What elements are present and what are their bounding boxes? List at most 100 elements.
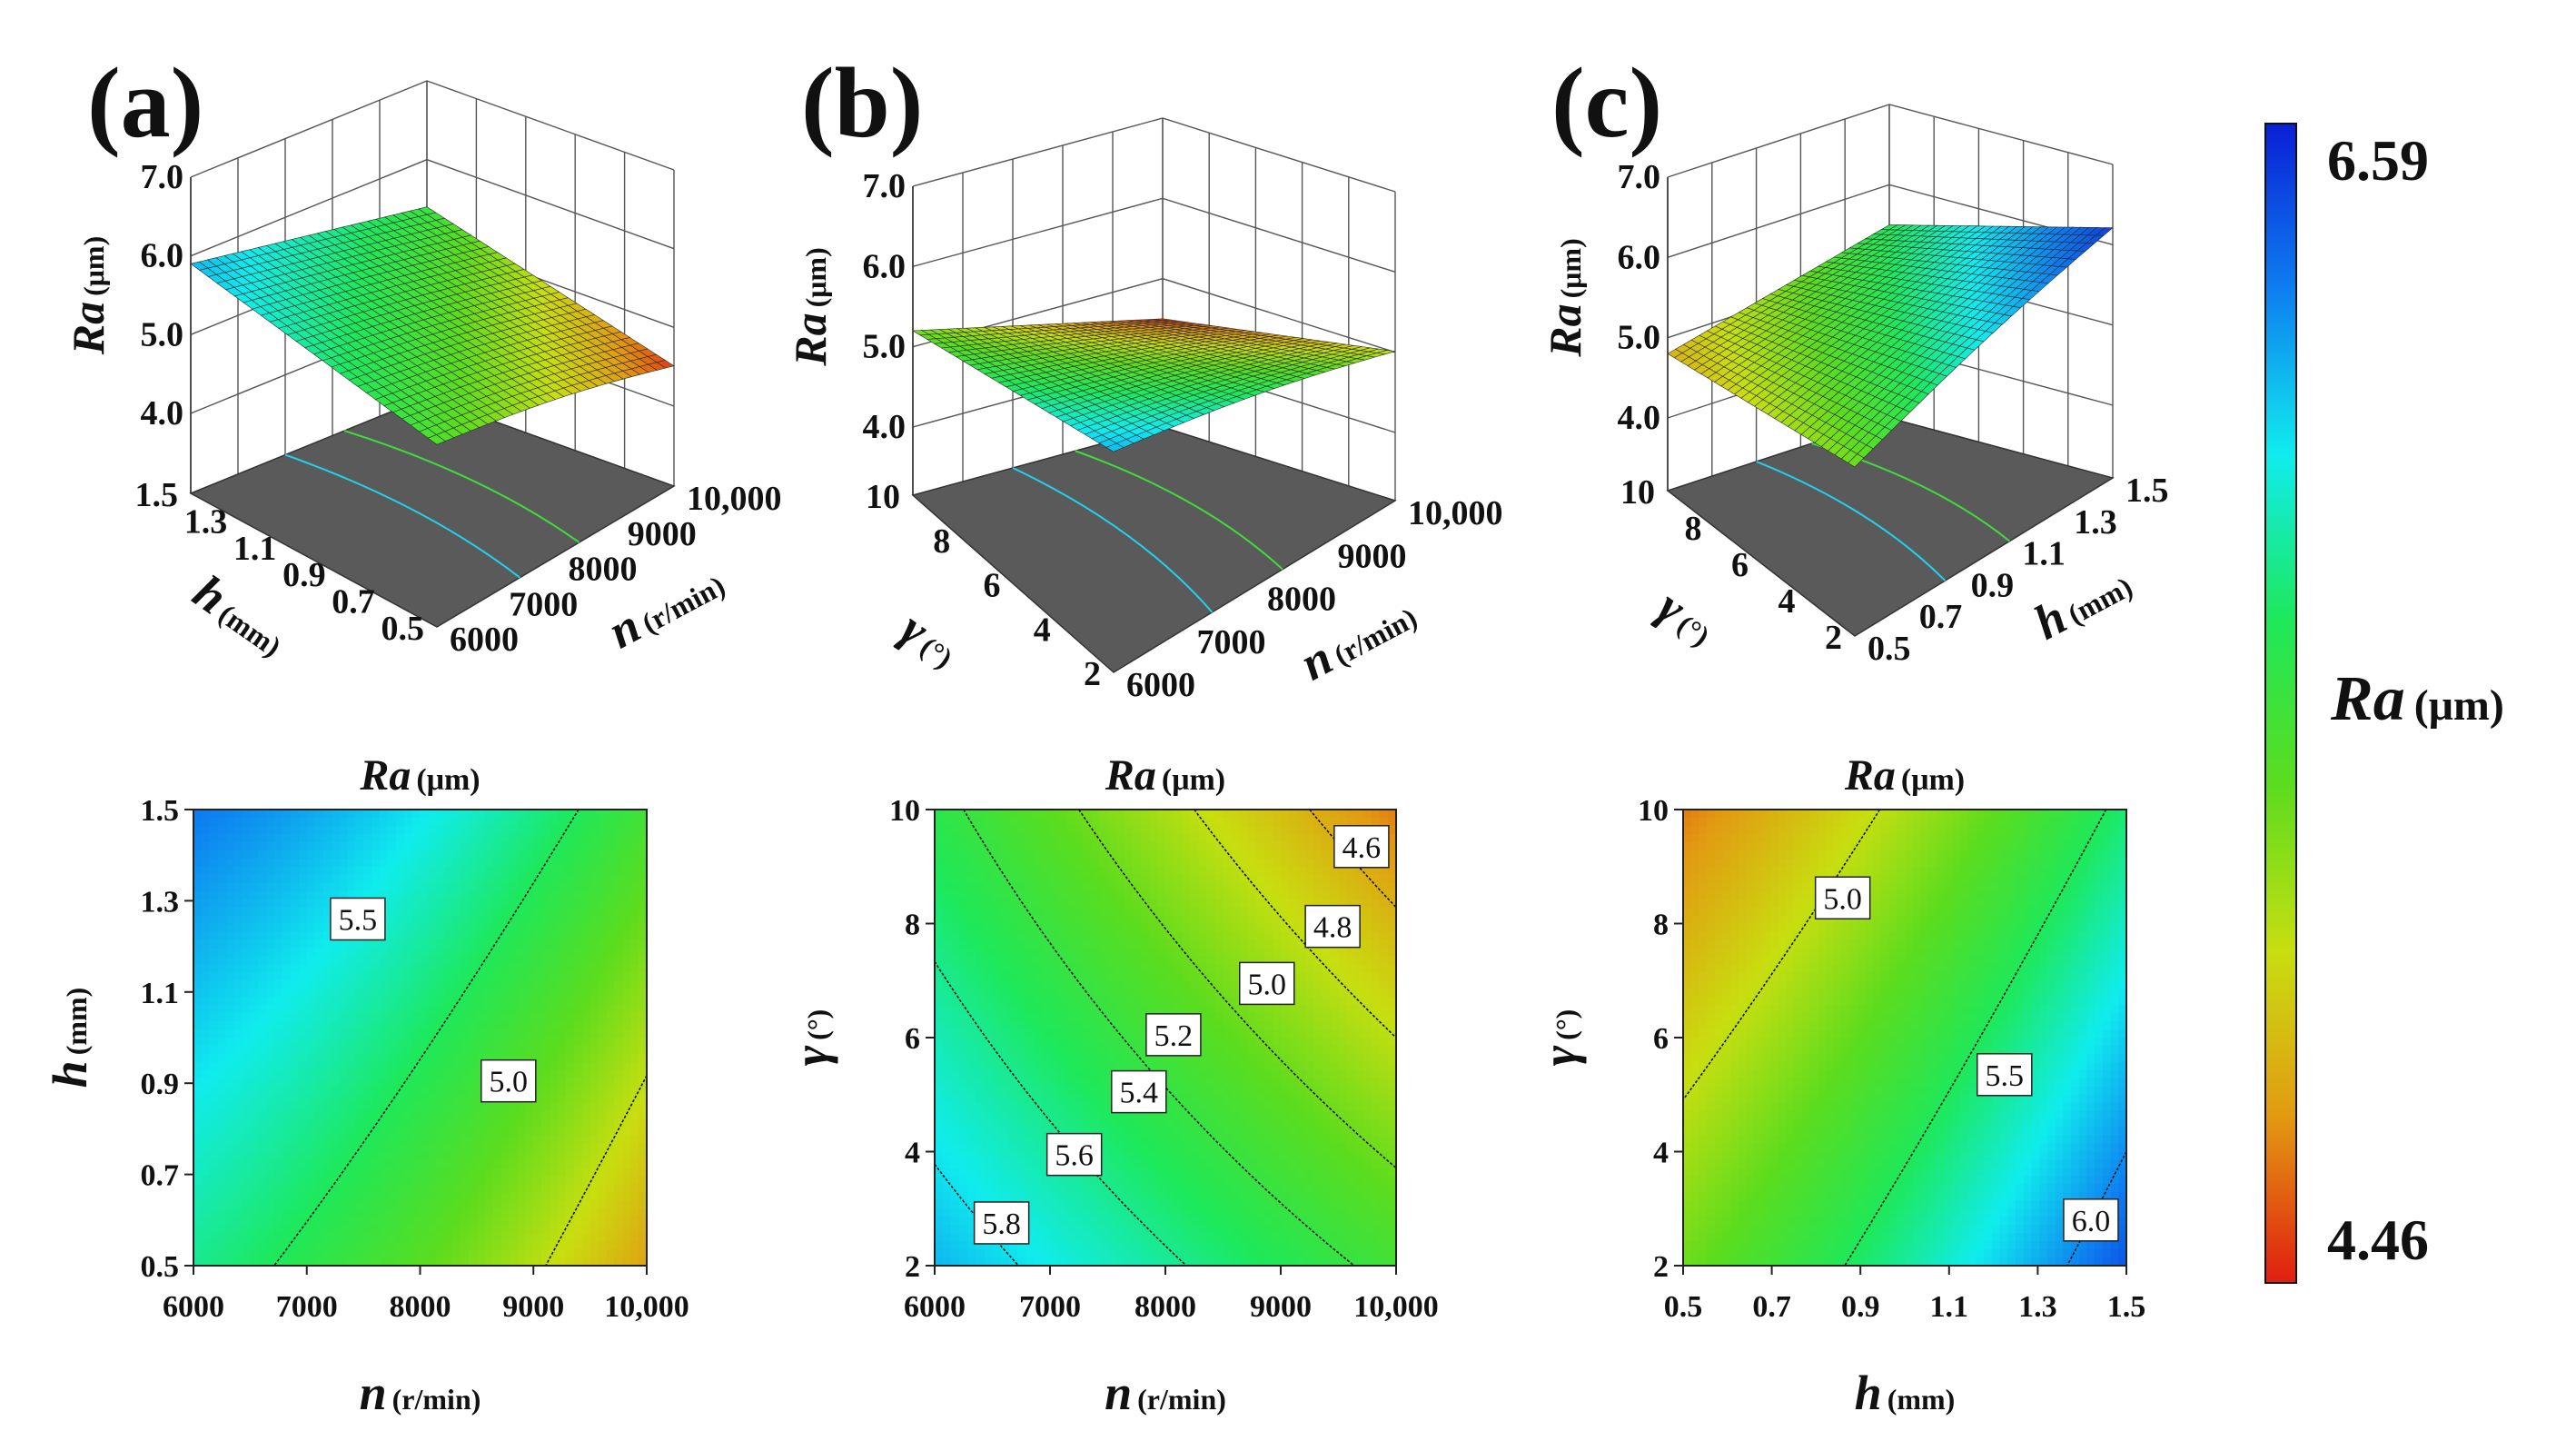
- heat-cell: [935, 964, 944, 974]
- heat-cell: [500, 890, 510, 900]
- heat-cell: [258, 1061, 267, 1071]
- heat-cell: [1115, 810, 1125, 819]
- heat-cell: [550, 810, 559, 819]
- heat-cell: [233, 989, 243, 998]
- heat-cell: [573, 810, 583, 819]
- heat-cell: [509, 997, 519, 1006]
- heat-cell: [590, 1217, 599, 1226]
- heat-cell: [1075, 1029, 1085, 1039]
- heat-cell: [976, 850, 986, 860]
- heat-cell: [606, 1143, 616, 1153]
- heat-cell: [379, 841, 389, 851]
- heat-cell: [1174, 1110, 1183, 1120]
- heat-cell: [1190, 1233, 1200, 1242]
- heat-cell: [581, 1208, 591, 1218]
- heat-cell: [1025, 1005, 1035, 1014]
- heat-cell: [1083, 1200, 1093, 1210]
- heat-cell: [322, 1151, 332, 1161]
- heat-cell: [395, 1168, 405, 1178]
- heat-cell: [201, 1241, 211, 1250]
- heat-cell: [1000, 810, 1010, 819]
- heat-cell: [550, 907, 559, 917]
- heat-cell: [557, 1127, 567, 1137]
- heat-cell: [290, 1192, 300, 1202]
- heat-cell: [274, 1102, 283, 1112]
- heat-cell: [1025, 931, 1035, 941]
- heat-cell: [959, 1241, 969, 1250]
- heat-cell: [395, 1233, 405, 1242]
- heat-cell: [347, 825, 357, 835]
- heat-cell: [492, 923, 502, 933]
- heat-cell: [1182, 882, 1192, 892]
- heat-cell: [1115, 1061, 1125, 1071]
- heat-cell: [395, 980, 405, 990]
- heat-cell: [1050, 1225, 1059, 1234]
- heat-cell: [387, 980, 397, 990]
- heat-cell: [614, 1241, 624, 1250]
- heat-cell: [452, 1225, 461, 1234]
- heat-cell: [598, 1102, 608, 1112]
- heat-cell: [420, 1143, 430, 1153]
- heat-cell: [1025, 964, 1035, 974]
- heat-cell: [322, 989, 332, 998]
- heat-cell: [1041, 1029, 1051, 1039]
- heat-cell: [517, 850, 527, 860]
- heat-cell: [379, 1021, 389, 1030]
- heat-cell: [1190, 1208, 1200, 1218]
- heat-cell: [452, 1233, 461, 1242]
- heat-cell: [590, 1127, 599, 1137]
- heat-cell: [322, 948, 332, 958]
- heat-cell: [1041, 1038, 1051, 1047]
- heat-cell: [347, 1184, 357, 1194]
- heat-cell: [590, 890, 599, 900]
- heat-cell: [395, 1127, 405, 1137]
- heat-cell: [1198, 907, 1208, 917]
- heat-cell: [1075, 1110, 1085, 1120]
- heat-cell: [274, 841, 283, 851]
- heat-cell: [550, 1038, 559, 1047]
- heat-cell: [1058, 882, 1067, 892]
- heat-cell: [1025, 833, 1035, 843]
- heat-cell: [1124, 915, 1134, 925]
- heat-cell: [1174, 1143, 1183, 1153]
- heat-cell: [1025, 1208, 1035, 1218]
- heat-cell: [201, 939, 211, 949]
- heat-cell: [550, 1053, 559, 1063]
- heat-cell: [565, 1249, 575, 1258]
- heat-cell: [420, 874, 430, 884]
- heat-cell: [452, 1118, 461, 1128]
- heat-cell: [452, 882, 461, 892]
- heat-cell: [1025, 1192, 1035, 1202]
- heat-cell: [573, 1217, 583, 1226]
- heat-cell: [951, 1200, 961, 1210]
- heat-cell: [339, 1118, 349, 1128]
- heat-cell: [225, 1029, 235, 1039]
- heat-cell: [436, 866, 446, 876]
- heat-cell: [347, 1127, 357, 1137]
- heat-cell: [403, 1061, 413, 1071]
- heat-cell: [1016, 882, 1026, 892]
- heat-cell: [331, 1069, 341, 1079]
- heat-cell: [1075, 1249, 1085, 1258]
- heat-cell: [290, 1241, 300, 1250]
- heat-cell: [622, 1110, 631, 1120]
- heat-cell: [1041, 1013, 1051, 1022]
- heat-cell: [581, 931, 591, 941]
- heat-cell: [428, 882, 438, 892]
- heat-cell: [984, 1045, 994, 1055]
- heat-cell: [1066, 1078, 1076, 1088]
- heat-cell: [452, 931, 461, 941]
- heat-cell: [403, 1233, 413, 1242]
- heat-cell: [250, 1241, 260, 1250]
- heat-cell: [1058, 1217, 1067, 1226]
- heat-cell: [484, 1143, 494, 1153]
- heat-cell: [992, 1168, 1002, 1178]
- heat-cell: [573, 1053, 583, 1063]
- heat-cell: [590, 1151, 599, 1161]
- heat-cell: [541, 907, 550, 917]
- heat-cell: [209, 989, 219, 998]
- heat-cell: [1083, 1208, 1093, 1218]
- heat-cell: [1156, 825, 1166, 835]
- heat-cell: [1016, 1249, 1026, 1258]
- heat-cell: [1083, 1029, 1093, 1039]
